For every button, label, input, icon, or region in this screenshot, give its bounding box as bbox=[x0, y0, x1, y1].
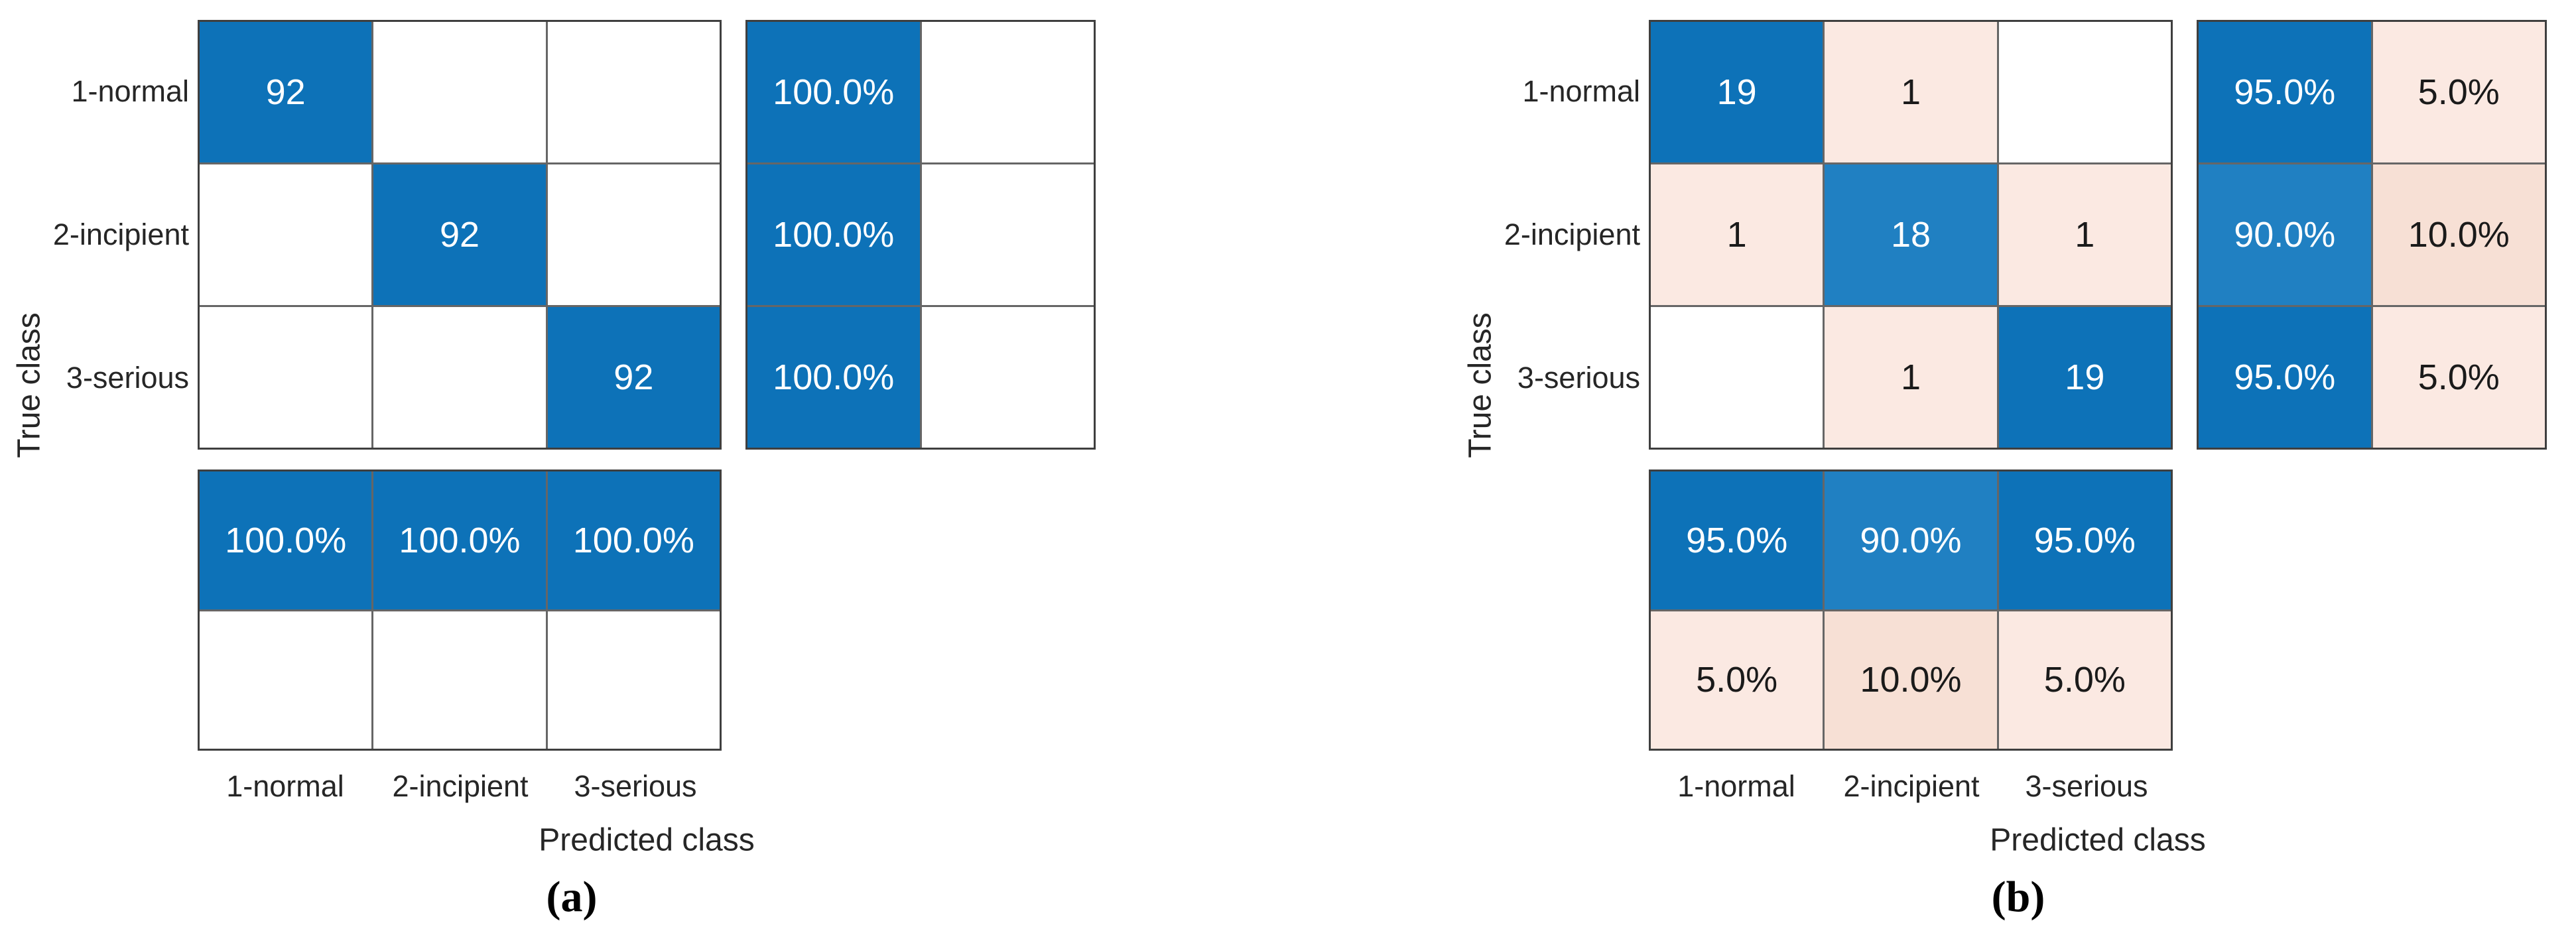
subfigure-caption-a: (a) bbox=[546, 873, 598, 921]
column-normalized-summary-a: 100.0% 100.0% 100.0% bbox=[198, 470, 722, 751]
col-summary-cell: 90.0% bbox=[1825, 471, 1997, 609]
col-summary-cell: 95.0% bbox=[1998, 471, 2171, 609]
y-tick-label: 1-normal bbox=[71, 74, 189, 108]
col-summary-cell bbox=[547, 611, 720, 749]
matrix-cell bbox=[373, 307, 546, 448]
x-tick-label: 1-normal bbox=[1677, 769, 1795, 803]
row-summary-cell: 5.0% bbox=[2372, 22, 2545, 162]
matrix-cell: 92 bbox=[200, 22, 372, 162]
matrix-cell: 1 bbox=[1998, 164, 2171, 305]
y-axis-label: True class bbox=[1462, 312, 1498, 458]
col-summary-cell: 100.0% bbox=[547, 471, 720, 609]
col-summary-cell: 5.0% bbox=[1998, 611, 2171, 749]
col-summary-cell: 100.0% bbox=[200, 471, 372, 609]
y-axis-label: True class bbox=[11, 312, 47, 458]
row-summary-cell bbox=[921, 164, 1094, 305]
row-summary-cell: 10.0% bbox=[2372, 164, 2545, 305]
row-summary-cell: 5.0% bbox=[2372, 307, 2545, 448]
matrix-cell bbox=[1998, 22, 2171, 162]
x-tick-label: 1-normal bbox=[226, 769, 344, 803]
matrix-cell: 92 bbox=[373, 164, 546, 305]
row-summary-cell: 100.0% bbox=[747, 307, 920, 448]
row-summary-cell: 95.0% bbox=[2199, 307, 2371, 448]
x-axis-label: Predicted class bbox=[539, 822, 755, 858]
matrix-cell: 19 bbox=[1651, 22, 1823, 162]
row-summary-cell bbox=[921, 307, 1094, 448]
y-tick-label: 2-incipient bbox=[1504, 218, 1640, 251]
matrix-cell: 19 bbox=[1998, 307, 2171, 448]
row-summary-cell: 100.0% bbox=[747, 164, 920, 305]
y-tick-label: 3-serious bbox=[1517, 361, 1640, 395]
x-tick-label: 3-serious bbox=[2025, 769, 2148, 803]
col-summary-cell: 10.0% bbox=[1825, 611, 1997, 749]
y-tick-label: 1-normal bbox=[1522, 74, 1640, 108]
matrix-cell: 18 bbox=[1825, 164, 1997, 305]
y-tick-label: 3-serious bbox=[66, 361, 189, 395]
confusion-matrix-a: 92 92 92 bbox=[198, 20, 722, 450]
x-tick-label: 2-incipient bbox=[392, 769, 529, 803]
col-summary-cell: 95.0% bbox=[1651, 471, 1823, 609]
column-normalized-summary-b: 95.0% 90.0% 95.0% 5.0% 10.0% 5.0% bbox=[1649, 470, 2173, 751]
row-summary-cell: 90.0% bbox=[2199, 164, 2371, 305]
x-axis-label: Predicted class bbox=[1990, 822, 2206, 858]
matrix-cell: 1 bbox=[1825, 22, 1997, 162]
row-summary-cell bbox=[921, 22, 1094, 162]
matrix-cell: 1 bbox=[1651, 164, 1823, 305]
col-summary-cell bbox=[373, 611, 546, 749]
confusion-matrix-b: 19 1 1 18 1 1 19 bbox=[1649, 20, 2173, 450]
matrix-cell bbox=[1651, 307, 1823, 448]
col-summary-cell: 100.0% bbox=[373, 471, 546, 609]
col-summary-cell bbox=[200, 611, 372, 749]
matrix-cell bbox=[200, 164, 372, 305]
subfigure-caption-b: (b) bbox=[1991, 873, 2045, 921]
matrix-cell bbox=[200, 307, 372, 448]
matrix-cell bbox=[547, 22, 720, 162]
matrix-cell: 92 bbox=[547, 307, 720, 448]
row-normalized-summary-a: 100.0% 100.0% 100.0% bbox=[745, 20, 1096, 450]
x-tick-label: 3-serious bbox=[574, 769, 697, 803]
x-tick-label: 2-incipient bbox=[1843, 769, 1980, 803]
matrix-cell bbox=[547, 164, 720, 305]
y-tick-label: 2-incipient bbox=[52, 218, 189, 251]
col-summary-cell: 5.0% bbox=[1651, 611, 1823, 749]
row-normalized-summary-b: 95.0% 5.0% 90.0% 10.0% 95.0% 5.0% bbox=[2197, 20, 2547, 450]
matrix-cell: 1 bbox=[1825, 307, 1997, 448]
row-summary-cell: 95.0% bbox=[2199, 22, 2371, 162]
row-summary-cell: 100.0% bbox=[747, 22, 920, 162]
matrix-cell bbox=[373, 22, 546, 162]
